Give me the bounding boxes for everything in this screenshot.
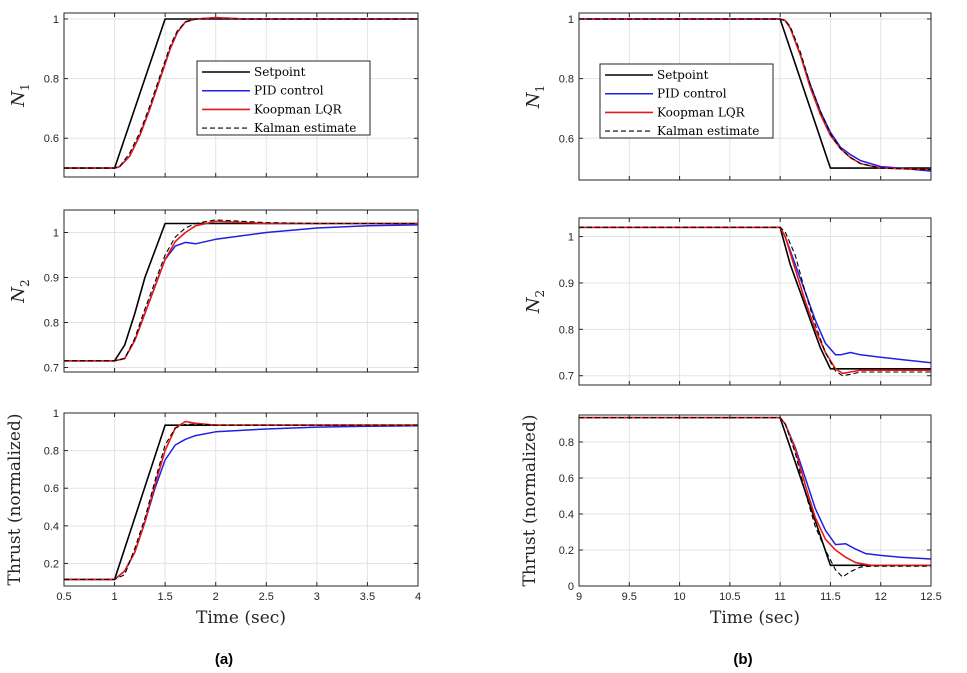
plot-area xyxy=(579,218,931,385)
panel-b-thrust: 9 9.5 10 10.5 11 11.5 12 12.5 0 0.2 0.4 0.6 0.8 Thrus… xyxy=(520,414,942,628)
y-axis-label-subscript: 1 xyxy=(533,85,547,93)
x-tick-label: 3.5 xyxy=(360,591,375,603)
y-tick-label: 0.6 xyxy=(44,133,59,145)
legend: Setpoint PID control Koopman LQR Kalman est… xyxy=(196,60,371,136)
y-tick-label: 0.2 xyxy=(559,545,574,557)
x-tick-label: 0.5 xyxy=(56,591,71,603)
x-tick-label: 1.5 xyxy=(157,591,172,603)
x-tick-label: 1 xyxy=(112,591,118,603)
axes-frame xyxy=(63,412,419,587)
x-axis-label: Time (sec) xyxy=(710,608,800,628)
y-tick-label: 0.8 xyxy=(44,318,59,330)
legend-label-setpoint: Setpoint xyxy=(254,65,306,79)
series-group xyxy=(579,226,931,377)
y-tick-label: 0.6 xyxy=(44,483,59,495)
x-tick-label: 4 xyxy=(415,591,421,603)
y-tick-label: 0.7 xyxy=(559,371,574,383)
x-tick-label: 12 xyxy=(875,591,887,603)
x-tick-label: 2.5 xyxy=(259,591,274,603)
x-tick-label: 9.5 xyxy=(622,591,637,603)
y-axis-label-subscript: 2 xyxy=(18,279,32,287)
y-axis-label: N2 xyxy=(523,290,547,314)
series-koopman-lqr xyxy=(579,18,931,171)
y-axis-label: N2 xyxy=(8,279,32,303)
y-tick-label: 0.9 xyxy=(44,273,59,285)
axes-frame xyxy=(578,414,932,587)
series-group xyxy=(64,16,418,169)
series-group xyxy=(64,420,418,581)
x-tick-label: 2 xyxy=(213,591,219,603)
x-tick-label: 10.5 xyxy=(719,591,740,603)
y-axis-label: Thrust (normalized) xyxy=(5,414,25,586)
x-tick-label: 10 xyxy=(673,591,685,603)
series-kalman-estimate xyxy=(579,417,931,578)
legend-label-pid-control: PID control xyxy=(657,87,727,101)
y-tick-label: 1 xyxy=(53,408,59,420)
series-koopman-lqr xyxy=(579,226,931,375)
x-tick-label: 11 xyxy=(774,591,785,603)
legend-label-kalman-estimate: Kalman estimate xyxy=(657,124,759,138)
axes-frame xyxy=(63,12,419,178)
caption-a: (a) xyxy=(215,651,233,668)
legend: Setpoint PID control Koopman LQR Kalman est… xyxy=(599,63,774,139)
y-tick-label: 0.4 xyxy=(44,521,59,533)
legend-label-kalman-estimate: Kalman estimate xyxy=(254,121,356,135)
series-kalman-estimate xyxy=(64,18,418,169)
series-setpoint xyxy=(64,222,418,362)
y-tick-label: 0.8 xyxy=(559,74,574,86)
x-tick-label: 12.5 xyxy=(920,591,941,603)
y-axis-label: Thrust (normalized) xyxy=(520,415,540,587)
legend-label-setpoint: Setpoint xyxy=(657,68,709,82)
y-tick-label: 0 xyxy=(568,581,574,593)
x-tick-label: 9 xyxy=(576,591,582,603)
series-setpoint xyxy=(579,226,931,370)
series-kalman-estimate xyxy=(579,18,931,171)
y-tick-label: 1 xyxy=(53,14,59,26)
panel-a-N2: 0.7 0.8 0.9 1 N2 xyxy=(8,209,419,375)
y-axis-label-subscript: 1 xyxy=(18,83,32,91)
axes-frame xyxy=(63,209,419,373)
series-group xyxy=(579,18,931,172)
y-tick-label: 1 xyxy=(53,228,59,240)
y-tick-label: 0.4 xyxy=(559,509,574,521)
y-tick-label: 0.7 xyxy=(44,363,59,375)
panel-a-thrust: 0.5 1 1.5 2 2.5 3 3.5 4 0.2 0.4 0.6 0.8 1 Thrust (nor… xyxy=(5,408,421,628)
plot-area xyxy=(64,413,418,586)
x-axis-label: Time (sec) xyxy=(196,608,286,628)
legend-label-koopman-lqr: Koopman LQR xyxy=(254,102,343,116)
y-axis-label-subscript: 2 xyxy=(533,290,547,298)
y-tick-label: 0.6 xyxy=(559,473,574,485)
series-kalman-estimate xyxy=(64,423,418,580)
y-axis-label: N1 xyxy=(8,83,32,107)
legend-box xyxy=(196,60,371,136)
series-group xyxy=(64,219,418,362)
caption-b: (b) xyxy=(733,651,752,668)
series-kalman-estimate xyxy=(64,219,418,362)
x-tick-label: 3 xyxy=(314,591,320,603)
x-tick-label: 11.5 xyxy=(820,591,841,603)
y-tick-label: 0.9 xyxy=(559,278,574,290)
y-tick-label: 0.8 xyxy=(559,324,574,336)
axes-frame xyxy=(578,217,932,386)
y-tick-label: 0.2 xyxy=(44,558,59,570)
y-tick-label: 0.8 xyxy=(559,437,574,449)
y-tick-label: 0.8 xyxy=(44,446,59,458)
y-tick-label: 1 xyxy=(568,14,574,26)
y-tick-label: 0.8 xyxy=(44,74,59,86)
legend-box xyxy=(599,63,774,139)
legend-label-pid-control: PID control xyxy=(254,84,324,98)
plot-area xyxy=(64,210,418,372)
plot-area xyxy=(579,415,931,586)
panel-b-N2: 0.7 0.8 0.9 1 N2 xyxy=(523,217,932,386)
axes-frame xyxy=(578,12,932,181)
y-tick-label: 1 xyxy=(568,232,574,244)
y-tick-label: 0.6 xyxy=(559,133,574,145)
y-axis-label: N1 xyxy=(523,85,547,109)
legend-label-koopman-lqr: Koopman LQR xyxy=(657,105,746,119)
